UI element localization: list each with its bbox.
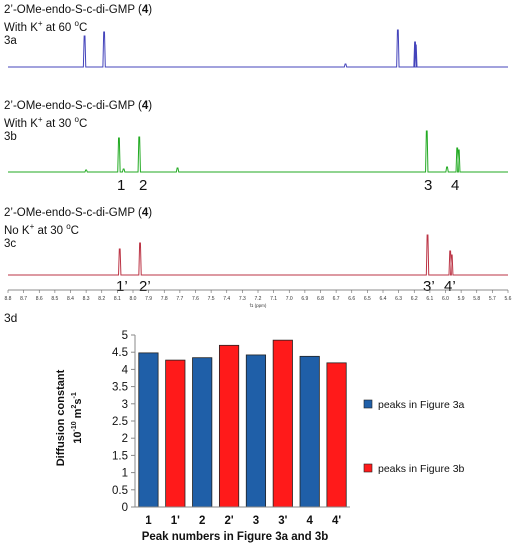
ppm-tick-label: 8.0 (130, 296, 137, 302)
legend-label: peaks in Figure 3a (378, 399, 465, 411)
ppm-tick-label: 6.7 (333, 296, 340, 302)
panel-a-tag: 3a (4, 34, 17, 47)
y-axis: 0 0.5 1 1.5 2 2.5 3 3.5 4 4.5 5 (112, 330, 136, 514)
x-tick-label: 2 (199, 515, 205, 527)
panel-b-tag: 3b (4, 130, 17, 143)
peak-label-4: 4 (451, 177, 460, 194)
bar-group (138, 339, 347, 508)
ppm-tick-label: 8.1 (114, 296, 121, 302)
spectrum-trace (8, 130, 508, 173)
y-tick-label: 3 (122, 399, 128, 411)
peak-label-1: 1 (117, 177, 126, 194)
y-tick-label: 0.5 (112, 485, 128, 497)
ppm-tick-label: 8.5 (51, 296, 58, 302)
bar-1 (138, 352, 159, 508)
legend-swatch (363, 399, 373, 409)
peak-label-1p: 1’ (116, 278, 128, 295)
ppm-tick-label: 7.9 (145, 296, 152, 302)
ppm-tick-label: 8.3 (83, 296, 90, 302)
x-tick-label: 1' (171, 515, 180, 527)
peak-label-3: 3 (424, 177, 433, 194)
x-tick-label: 3 (253, 515, 259, 527)
ppm-tick-label: 6.2 (411, 296, 418, 302)
ppm-tick-label: 7.3 (239, 296, 246, 302)
bar-1' (165, 359, 186, 508)
ppm-tick-label: 7.8 (161, 296, 168, 302)
y-tick-label: 1 (122, 468, 128, 480)
peak-label-4p: 4’ (444, 278, 456, 295)
ppm-tick-label: 6.3 (395, 296, 402, 302)
x-tick-label: 2' (224, 515, 233, 527)
y-tick-label: 5 (122, 330, 128, 342)
ppm-tick-label: 7.5 (208, 296, 215, 302)
x-tick-label: 4 (306, 515, 313, 527)
ppm-tick-label: 6.9 (301, 296, 308, 302)
x-tick-label: 4' (332, 515, 341, 527)
ppm-tick-label: 8.7 (20, 296, 27, 302)
peak-label-2p: 2’ (139, 278, 151, 295)
bar-3 (245, 354, 267, 508)
ppm-tick-label: 6.8 (317, 296, 324, 302)
spectrum-a (8, 29, 508, 68)
bar-4 (299, 355, 320, 508)
bar-4' (326, 362, 347, 508)
ppm-tick-label: 6.5 (364, 296, 371, 302)
x-tick-label: 1 (145, 515, 152, 527)
ppm-tick-label: 6.0 (442, 296, 449, 302)
ppm-axis-unit: f1 (ppm) (250, 303, 267, 308)
y-tick-label: 0 (122, 502, 128, 514)
bar-3' (272, 339, 293, 508)
x-tick-label: 3' (278, 515, 287, 527)
nmr-spectra: 8.8 8.7 8.6 8.5 8.4 8.3 8.2 8.1 8.0 7.9 7.8 7.7 7.6 7… (5, 29, 512, 308)
panel-c-tag: 3c (4, 237, 17, 250)
ppm-tick-label: 6.1 (426, 296, 433, 302)
ppm-tick-label: 7.1 (270, 296, 277, 302)
legend-label: peaks in Figure 3b (378, 463, 465, 475)
spectrum-trace (8, 29, 508, 68)
ppm-tick-label: 8.4 (67, 296, 74, 302)
spectrum-trace (8, 234, 508, 276)
chart-panel-tag: 3d (4, 311, 18, 325)
y-tick-label: 4.5 (112, 347, 128, 359)
ppm-tick-label: 5.9 (458, 296, 465, 302)
ppm-axis: 8.8 8.7 8.6 8.5 8.4 8.3 8.2 8.1 8.0 7.9 7.8 7.7 7.6 7… (5, 289, 512, 308)
y-axis-title: Diffusion constant 10-10 m2s-1 (55, 369, 84, 467)
y-tick-label: 1.5 (112, 450, 128, 462)
panel-a-header: 2’-OMe-endo-S-c-di-GMP (4) With K+ at 60… (4, 4, 153, 47)
legend: peaks in Figure 3a peaks in Figure 3b (363, 399, 465, 475)
x-axis-title: Peak numbers in Figure 3a and 3b (141, 531, 329, 543)
bar-2 (192, 357, 213, 508)
ppm-tick-label: 7.7 (176, 296, 183, 302)
peak-label-2: 2 (139, 177, 148, 194)
panel-b-header: 2’-OMe-endo-S-c-di-GMP (4) With K+ at 30… (4, 100, 153, 143)
ppm-tick-label: 8.6 (36, 296, 43, 302)
ppm-tick-label: 7.6 (192, 296, 199, 302)
ppm-tick-label: 8.2 (98, 296, 105, 302)
ppm-tick-label: 7.0 (286, 296, 293, 302)
panel-c-header: 2’-OMe-endo-S-c-di-GMP (4) No K+ at 30 o… (4, 207, 153, 250)
spectrum-c (8, 234, 508, 276)
peak-label-3p: 3’ (423, 278, 435, 295)
y-tick-label: 2 (122, 433, 128, 445)
y-tick-label: 4 (122, 364, 129, 376)
spectrum-b (8, 130, 508, 173)
ppm-tick-label: 5.7 (489, 296, 496, 302)
ppm-tick-label: 8.8 (5, 296, 12, 302)
ppm-tick-label: 5.6 (505, 296, 512, 302)
ppm-tick-label: 5.8 (473, 296, 480, 302)
bar-2' (218, 344, 240, 508)
ppm-tick-label: 6.4 (380, 296, 387, 302)
ppm-tick-label: 7.2 (255, 296, 262, 302)
x-axis: 1 1' 2 2' 3 3' 4 4' (135, 506, 350, 527)
ppm-tick-label: 7.4 (223, 296, 230, 302)
y-tick-label: 3.5 (112, 382, 128, 394)
legend-swatch (363, 463, 373, 473)
y-tick-label: 2.5 (112, 416, 128, 428)
ppm-tick-label: 6.6 (348, 296, 355, 302)
